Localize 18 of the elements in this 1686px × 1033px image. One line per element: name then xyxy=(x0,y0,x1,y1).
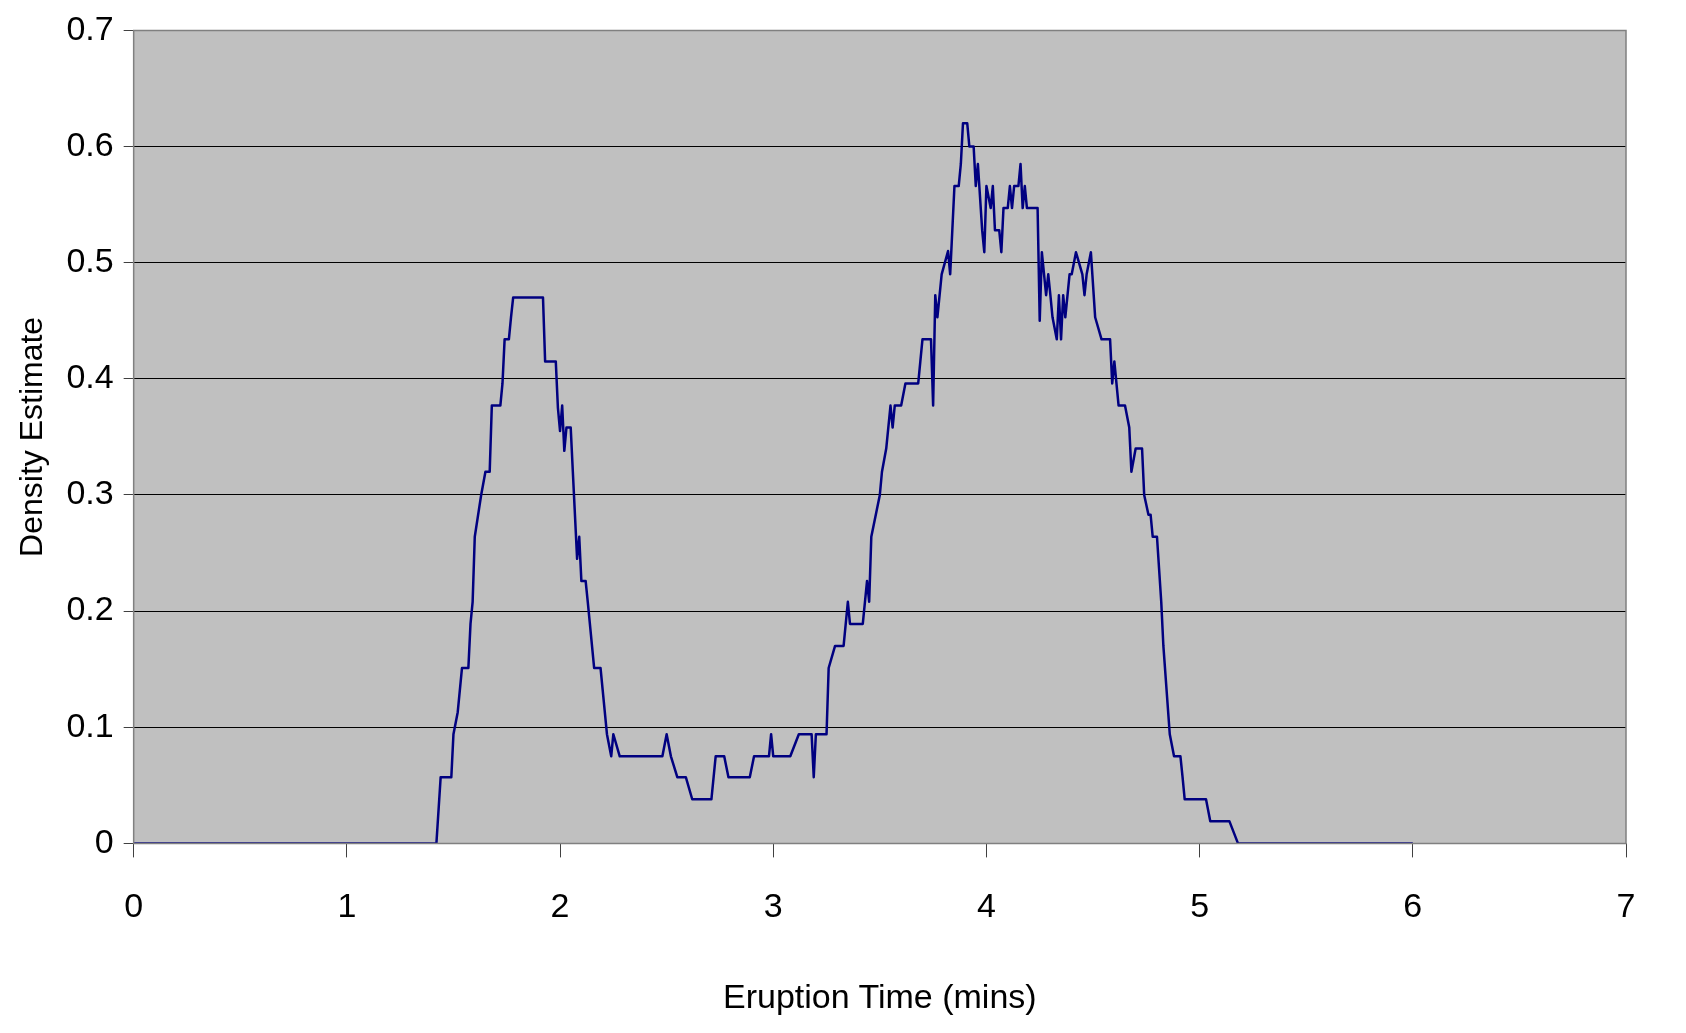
x-tick-label: 7 xyxy=(1616,886,1636,925)
y-tick-label: 0.6 xyxy=(66,124,114,163)
y-tick-label: 0.3 xyxy=(66,473,114,512)
y-tick-label: 0 xyxy=(94,821,114,860)
y-tick-label: 0.4 xyxy=(66,357,114,396)
x-tick-label: 1 xyxy=(337,886,357,925)
y-tick-label: 0.2 xyxy=(66,589,114,628)
x-tick-label: 2 xyxy=(550,886,570,925)
x-tick-label: 5 xyxy=(1190,886,1210,925)
y-tick-label: 0.1 xyxy=(66,705,114,744)
x-tick-label: 3 xyxy=(763,886,783,925)
x-tick-label: 0 xyxy=(124,886,144,925)
x-tick-label: 6 xyxy=(1403,886,1423,925)
y-tick-label: 0.7 xyxy=(66,8,114,47)
y-axis-title: Density Estimate xyxy=(13,316,50,557)
x-tick-label: 4 xyxy=(976,886,996,925)
y-tick-label: 0.5 xyxy=(66,241,114,280)
x-axis-title: Eruption Time (mins) xyxy=(723,976,1037,1015)
